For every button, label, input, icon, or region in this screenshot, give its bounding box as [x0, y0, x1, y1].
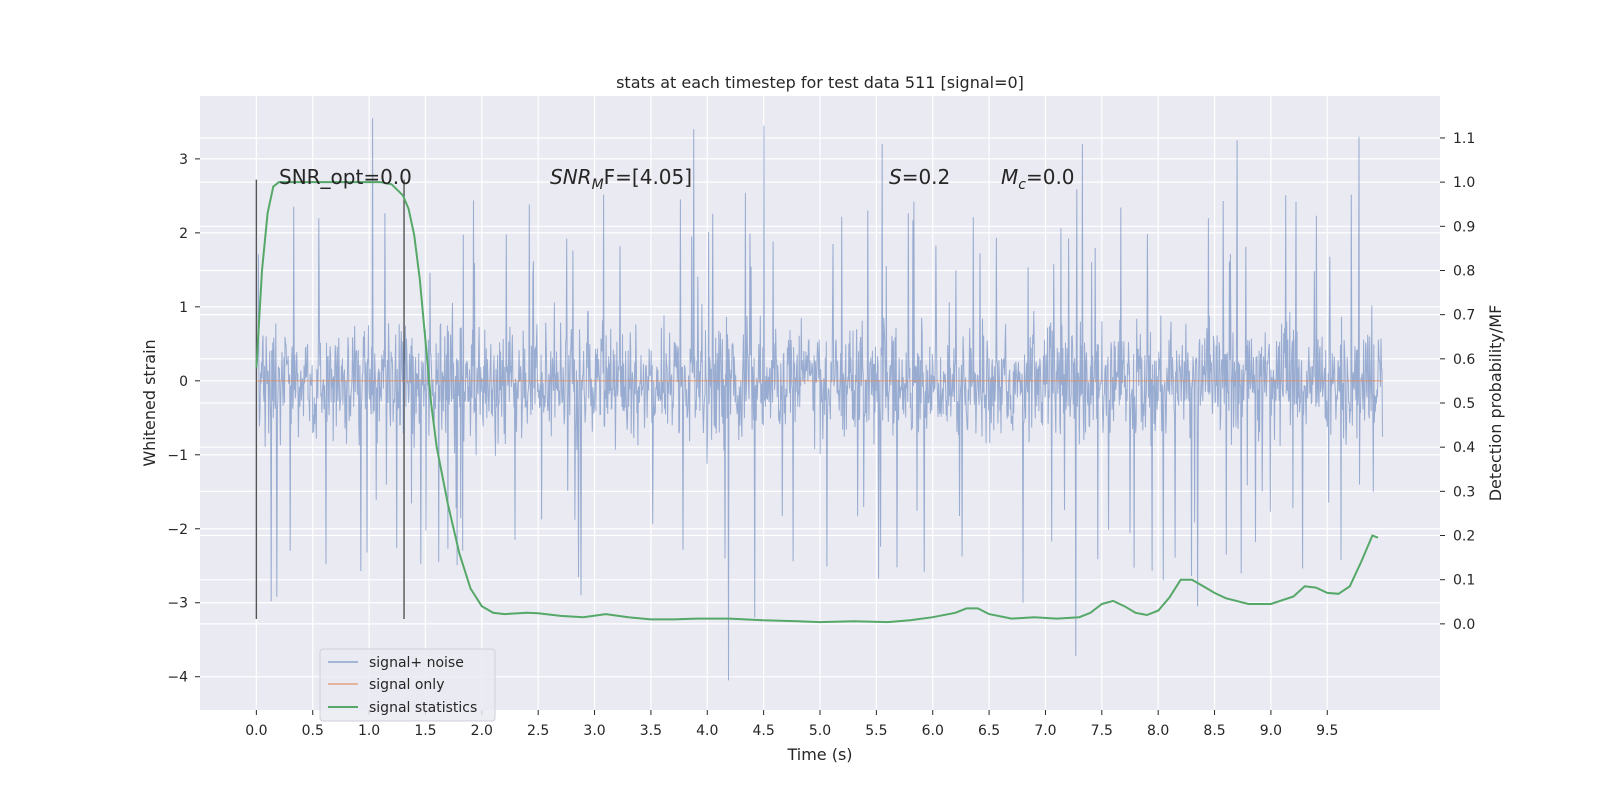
x-tick-label-10: 5.0 [809, 723, 831, 739]
x-tick-label-14: 7.0 [1034, 723, 1056, 739]
y-right-tick-label-8: 0.3 [1453, 484, 1475, 500]
y-left-tick-label-6: −3 [167, 596, 188, 612]
x-tick-label-12: 6.0 [922, 723, 944, 739]
legend-box [319, 648, 496, 722]
y-axis-right-label: Detection probability/MF [1486, 305, 1505, 502]
x-tick-label-8: 4.0 [696, 723, 718, 739]
legend-label-signal-only: signal only [369, 677, 444, 693]
y-right-tick-label-6: 0.5 [1453, 396, 1475, 412]
x-tick-label-18: 9.0 [1260, 723, 1282, 739]
x-tick-label-17: 8.5 [1203, 723, 1225, 739]
y-axis-left: 3 2 1 0 −1 −2 −3 −4 [167, 152, 200, 686]
y-right-tick-label-11: 0.0 [1453, 617, 1475, 633]
legend-label-signal-statistics: signal statistics [369, 700, 477, 716]
x-tick-label-0: 0.0 [245, 723, 267, 739]
y-left-tick-label-0: 3 [179, 152, 188, 168]
x-tick-label-16: 8.0 [1147, 723, 1169, 739]
x-tick-label-15: 7.5 [1091, 723, 1113, 739]
y-left-tick-label-7: −4 [167, 670, 188, 686]
x-tick-label-19: 9.5 [1316, 723, 1338, 739]
y-right-tick-label-1: 1.0 [1453, 175, 1475, 191]
x-axis: 0.0 0.5 1.0 1.5 2.0 2.5 3.0 3.5 4.0 4.5 5.0 5.5 6.0 6… [245, 710, 1338, 739]
series-signal-noise [255, 118, 1383, 681]
y-right-tick-label-10: 0.1 [1453, 573, 1475, 589]
series-signal-statistics [255, 181, 1379, 624]
legend-label-signal-noise: signal+ noise [369, 655, 464, 671]
y-right-tick-label-9: 0.2 [1453, 529, 1475, 545]
legend: signal+ noise signal only signal statist… [319, 648, 496, 722]
x-tick-label-2: 1.0 [358, 723, 380, 739]
y-right-tick-label-4: 0.7 [1453, 308, 1475, 324]
x-tick-label-6: 3.0 [583, 723, 605, 739]
y-left-tick-label-3: 0 [179, 374, 188, 390]
y-left-tick-label-4: −1 [167, 448, 188, 464]
y-axis-right: 1.1 1.0 0.9 0.8 0.7 0.6 0.5 0.4 0.3 0.2 0.1 0.0 [1440, 131, 1475, 633]
y-left-tick-label-5: −2 [167, 522, 188, 538]
annotation-s: S=0.2 [889, 165, 950, 189]
x-tick-label-5: 2.5 [527, 723, 549, 739]
x-tick-label-9: 4.5 [753, 723, 775, 739]
x-tick-label-11: 5.5 [865, 723, 887, 739]
y-right-tick-label-2: 0.9 [1453, 219, 1475, 235]
y-right-tick-label-3: 0.8 [1453, 263, 1475, 279]
chart-title: stats at each timestep for test data 511… [616, 73, 1024, 92]
y-right-tick-label-5: 0.6 [1453, 352, 1475, 368]
y-left-tick-label-1: 2 [179, 226, 188, 242]
x-tick-label-1: 0.5 [302, 723, 324, 739]
y-right-tick-label-7: 0.4 [1453, 440, 1475, 456]
y-left-tick-label-2: 1 [179, 300, 188, 316]
x-tick-label-4: 2.0 [471, 723, 493, 739]
y-right-tick-label-0: 1.1 [1453, 131, 1475, 147]
annotations: SNR_opt=0.0 SNRMF=[4.05] S=0.2 Mc=0.0 [279, 165, 1075, 193]
x-axis-label: Time (s) [786, 745, 852, 764]
x-tick-label-13: 6.5 [978, 723, 1000, 739]
x-tick-label-3: 1.5 [414, 723, 436, 739]
annotation-mc: Mc=0.0 [1001, 165, 1075, 193]
y-axis-left-label: Whitened strain [140, 339, 159, 466]
annotation-snr-opt: SNR_opt=0.0 [279, 165, 412, 189]
annotation-snr-mf: SNRMF=[4.05] [550, 165, 692, 193]
x-tick-label-7: 3.5 [640, 723, 662, 739]
